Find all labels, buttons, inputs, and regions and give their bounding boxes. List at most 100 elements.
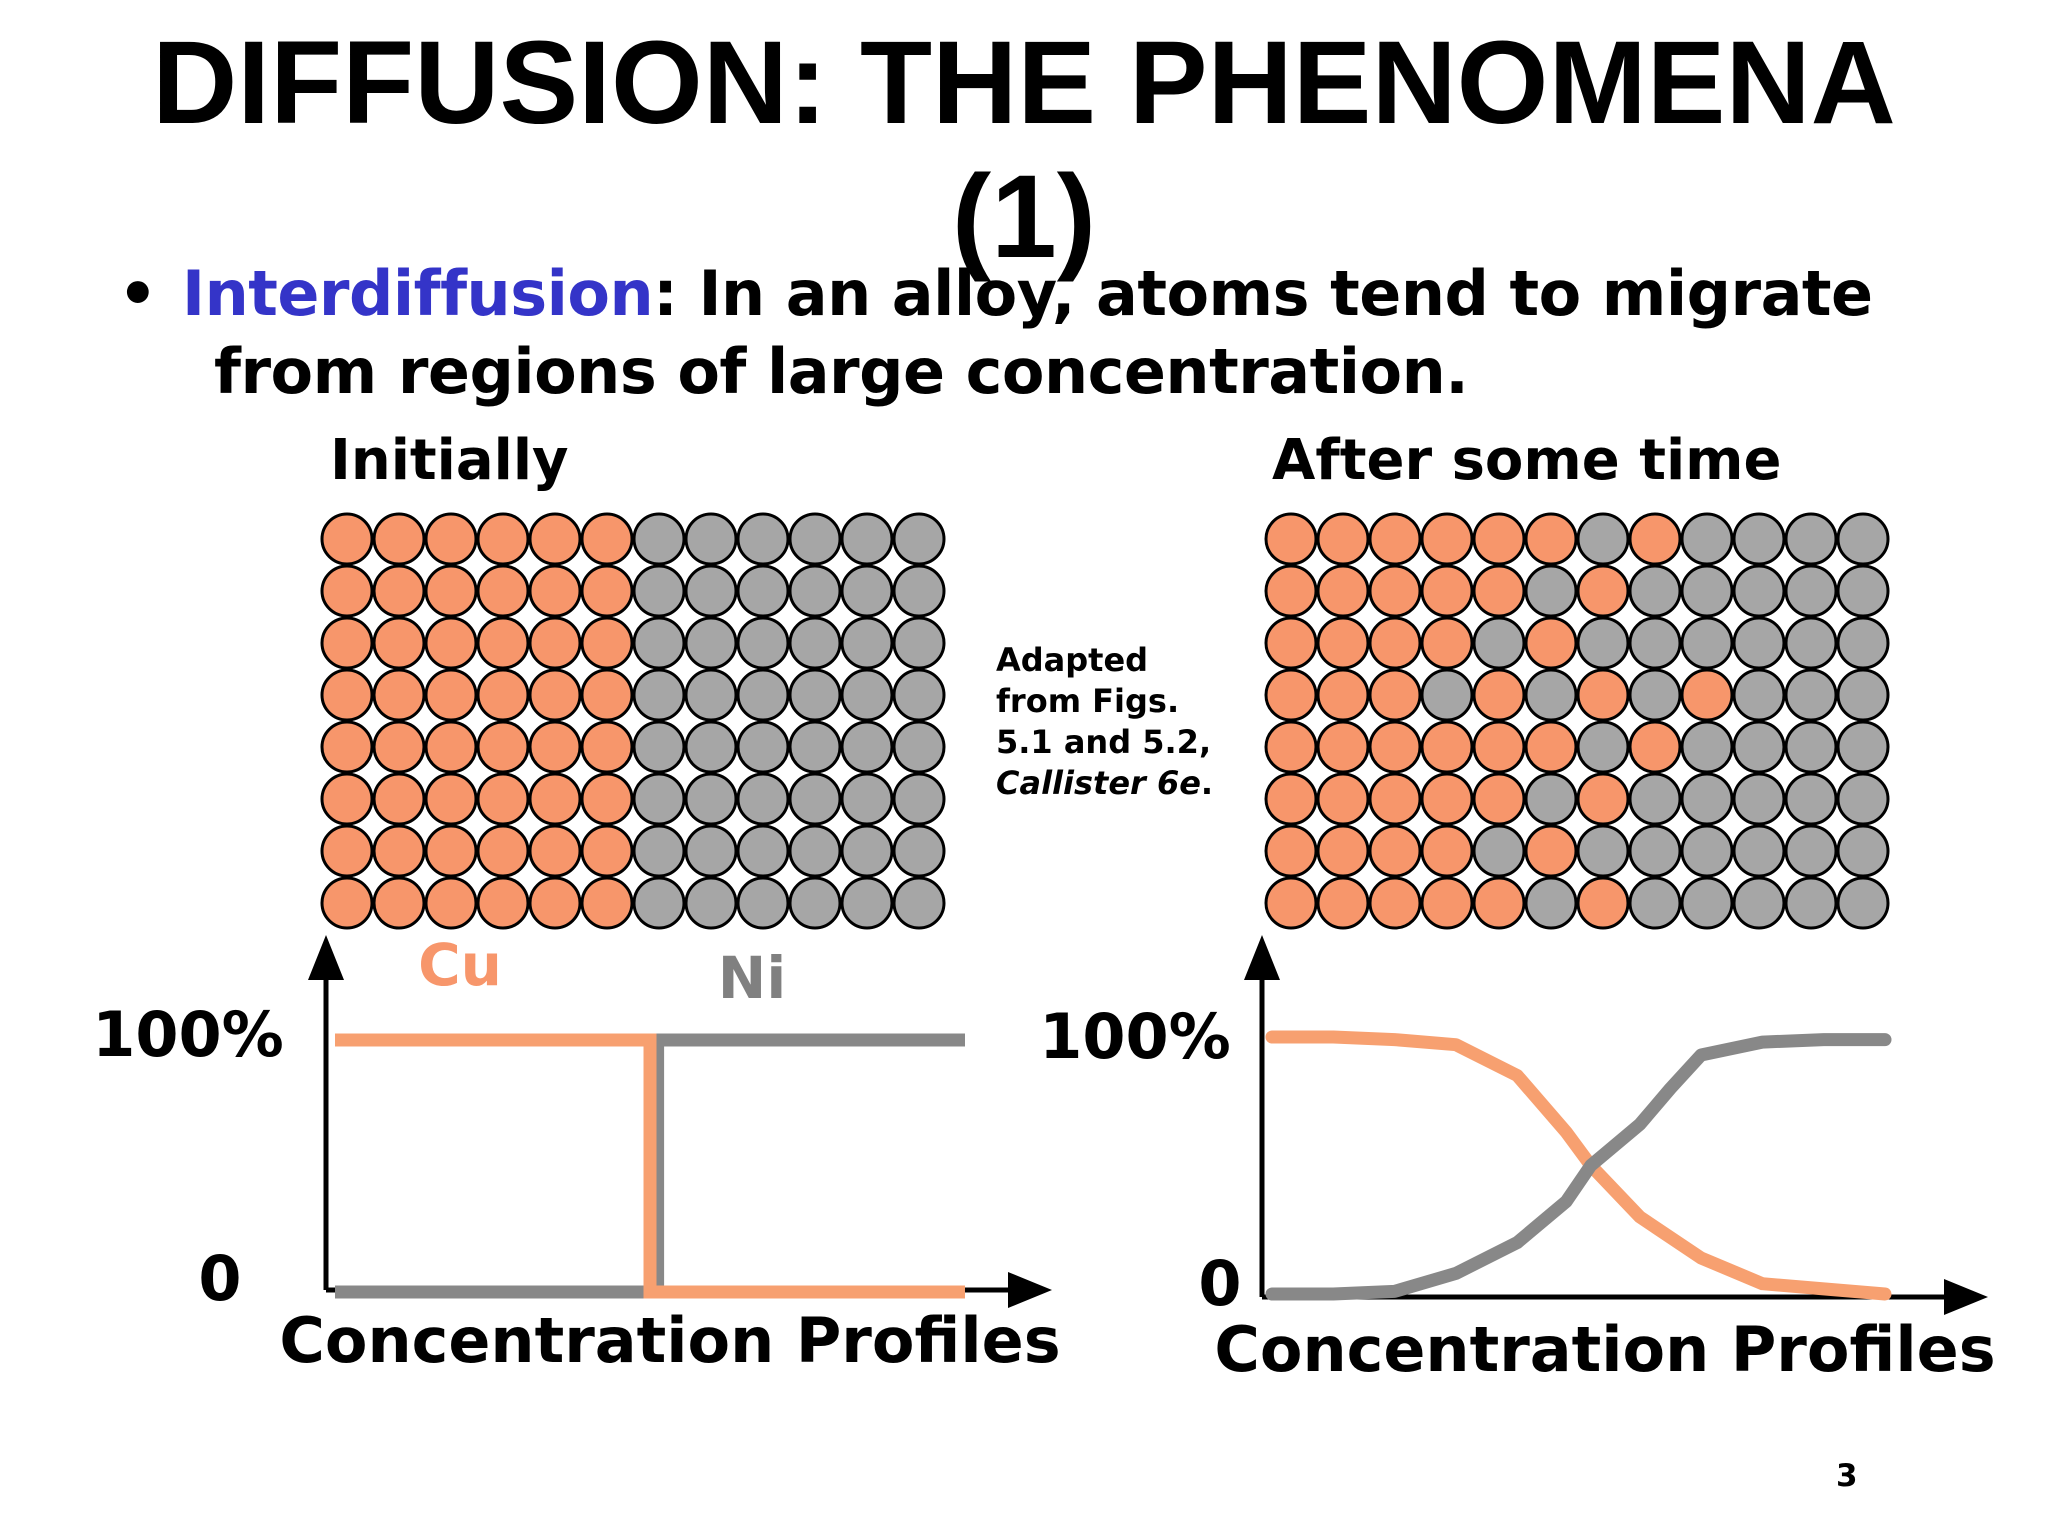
cu-atom-initial [320,772,374,826]
cu-atom-initial [320,616,374,670]
cu-atom-after [1368,616,1422,670]
panel-label-after: After some time [1272,428,1782,493]
ni-atom-after [1472,616,1526,670]
cu-atom-after [1628,512,1682,566]
ni-atom-initial [840,564,894,618]
ni-atom-after [1784,824,1838,878]
cu-atom-initial [528,512,582,566]
chart-right-y-arrow [1244,935,1280,980]
ni-atom-initial [736,512,790,566]
ni-atom-initial [788,616,842,670]
cu-atom-after [1524,512,1578,566]
chart-right-ytick-100: 100% [1039,1000,1231,1073]
series-line-ni-after [1265,1033,1892,1301]
ni-atom-initial [632,564,686,618]
cu-atom-initial [528,876,582,930]
cu-atom-initial [476,876,530,930]
ni-atom-after [1784,720,1838,774]
cu-atom-after [1264,616,1318,670]
legend-ni: Ni [718,944,786,1012]
ni-atom-initial [788,512,842,566]
cu-atom-initial [320,668,374,722]
cu-atom-after [1472,512,1526,566]
legend-cu: Cu [418,931,502,999]
ni-atom-after [1836,616,1890,670]
cu-atom-initial [372,512,426,566]
lattice-initial [320,512,946,930]
cu-atom-initial [320,824,374,878]
ni-atom-after [1680,824,1734,878]
cu-atom-after [1264,512,1318,566]
ni-atom-after [1576,616,1630,670]
cu-atom-after [1472,668,1526,722]
ni-atom-after [1784,564,1838,618]
ni-atom-initial [736,564,790,618]
ni-atom-after [1836,720,1890,774]
ni-atom-initial [892,720,946,774]
ni-atom-after [1680,616,1734,670]
ni-atom-initial [632,772,686,826]
cu-atom-after [1420,564,1474,618]
ni-atom-initial [788,876,842,930]
ni-atom-initial [736,876,790,930]
ni-atom-initial [892,512,946,566]
cu-atom-initial [320,512,374,566]
cu-atom-after [1680,668,1734,722]
ni-atom-after [1628,564,1682,618]
ni-atom-initial [684,512,738,566]
cu-atom-after [1316,876,1370,930]
ni-atom-initial [892,824,946,878]
cu-atom-initial [372,720,426,774]
cu-atom-after [1368,668,1422,722]
ni-atom-after [1732,668,1786,722]
cu-atom-initial [528,824,582,878]
cu-atom-after [1368,720,1422,774]
cu-atom-initial [424,876,478,930]
ni-atom-initial [892,616,946,670]
chart-left-x-arrow [1008,1272,1052,1308]
cu-atom-initial [424,616,478,670]
cu-atom-initial [424,772,478,826]
series-line-cu-after [1265,1030,1892,1301]
ni-atom-after [1784,668,1838,722]
figure-credit: Adapted from Figs. 5.1 and 5.2, Calliste… [996,640,1213,804]
ni-atom-after [1732,512,1786,566]
ni-atom-after [1836,564,1890,618]
cu-atom-after [1264,564,1318,618]
ni-atom-initial [632,512,686,566]
ni-atom-after [1836,876,1890,930]
cu-atom-initial [372,564,426,618]
cu-atom-after [1264,824,1318,878]
panel-label-initial: Initially [330,428,569,493]
ni-atom-after [1628,772,1682,826]
ni-atom-initial [788,668,842,722]
series-line-cu-initial [335,1033,965,1299]
ni-atom-after [1628,668,1682,722]
cu-atom-after [1472,720,1526,774]
cu-atom-after [1368,824,1422,878]
cu-atom-initial [476,616,530,670]
ni-atom-initial [840,720,894,774]
cu-atom-initial [580,616,634,670]
ni-atom-after [1524,876,1578,930]
ni-atom-initial [684,876,738,930]
ni-atom-initial [840,824,894,878]
page-title: DIFFUSION: THE PHENOMENA [152,17,1896,149]
cu-atom-initial [580,876,634,930]
ni-atom-after [1732,564,1786,618]
cu-atom-initial [476,512,530,566]
ni-atom-initial [788,824,842,878]
cu-atom-after [1316,564,1370,618]
series-line-ni-initial [335,1033,965,1299]
ni-atom-after [1836,772,1890,826]
cu-atom-initial [320,564,374,618]
cu-atom-initial [424,564,478,618]
credit-period: . [1200,764,1214,802]
cu-atom-initial [476,772,530,826]
cu-atom-initial [424,824,478,878]
credit-source: Callister 6e [996,764,1201,802]
ni-atom-after [1732,876,1786,930]
ni-atom-after [1732,720,1786,774]
cu-atom-after [1316,772,1370,826]
cu-atom-initial [476,720,530,774]
